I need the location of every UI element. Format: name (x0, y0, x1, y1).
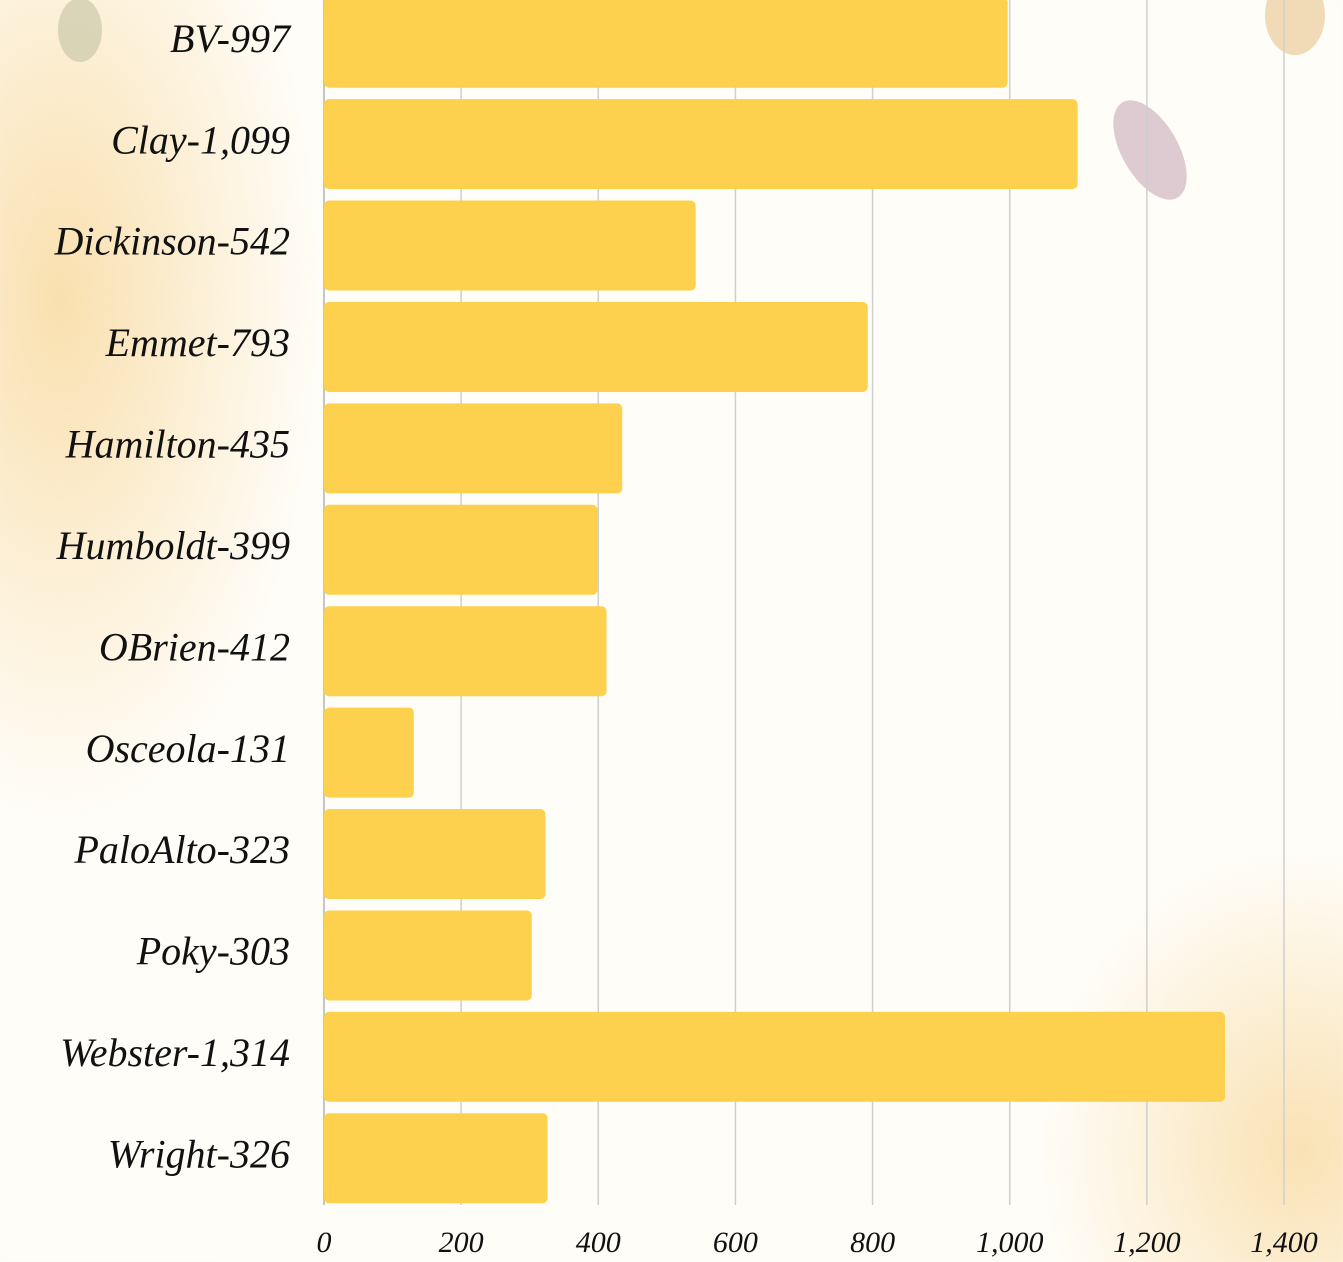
y-tick-label: Dickinson-542 (53, 219, 290, 264)
bar (324, 707, 414, 798)
leaf-decoration (1113, 100, 1187, 200)
bar (324, 606, 607, 697)
y-tick-label: Wright-326 (108, 1131, 290, 1176)
bar (324, 301, 868, 392)
x-tick-label: 400 (576, 1226, 621, 1259)
bar (324, 200, 696, 291)
y-tick-label: Clay-1,099 (111, 117, 290, 162)
y-tick-label: Poky-303 (136, 929, 290, 974)
x-tick-label: 1,200 (1113, 1226, 1181, 1259)
y-tick-label: BV-997 (170, 16, 292, 61)
bar (324, 1011, 1226, 1102)
y-tick-label: OBrien-412 (99, 624, 290, 669)
leaf-decoration (58, 0, 102, 62)
bar (324, 1113, 548, 1204)
bar (324, 504, 598, 595)
y-tick-label: Webster-1,314 (60, 1030, 290, 1075)
bar (324, 99, 1078, 190)
x-tick-label: 0 (317, 1226, 332, 1259)
bar (324, 809, 546, 900)
y-tick-label: Hamilton-435 (65, 422, 290, 467)
x-tick-label: 200 (439, 1226, 484, 1259)
bar (324, 910, 532, 1001)
y-tick-label: Humboldt-399 (56, 523, 290, 568)
y-tick-label: Emmet-793 (105, 320, 290, 365)
bar (324, 0, 1008, 88)
x-tick-label: 800 (850, 1226, 895, 1259)
leaf-decoration (1265, 0, 1325, 55)
x-tick-label: 1,400 (1250, 1226, 1318, 1259)
y-tick-label: Osceola-131 (86, 726, 290, 771)
x-tick-label: 600 (713, 1226, 758, 1259)
y-tick-label: PaloAlto-323 (73, 827, 290, 872)
x-tick-label: 1,000 (976, 1226, 1044, 1259)
bar (324, 403, 623, 494)
